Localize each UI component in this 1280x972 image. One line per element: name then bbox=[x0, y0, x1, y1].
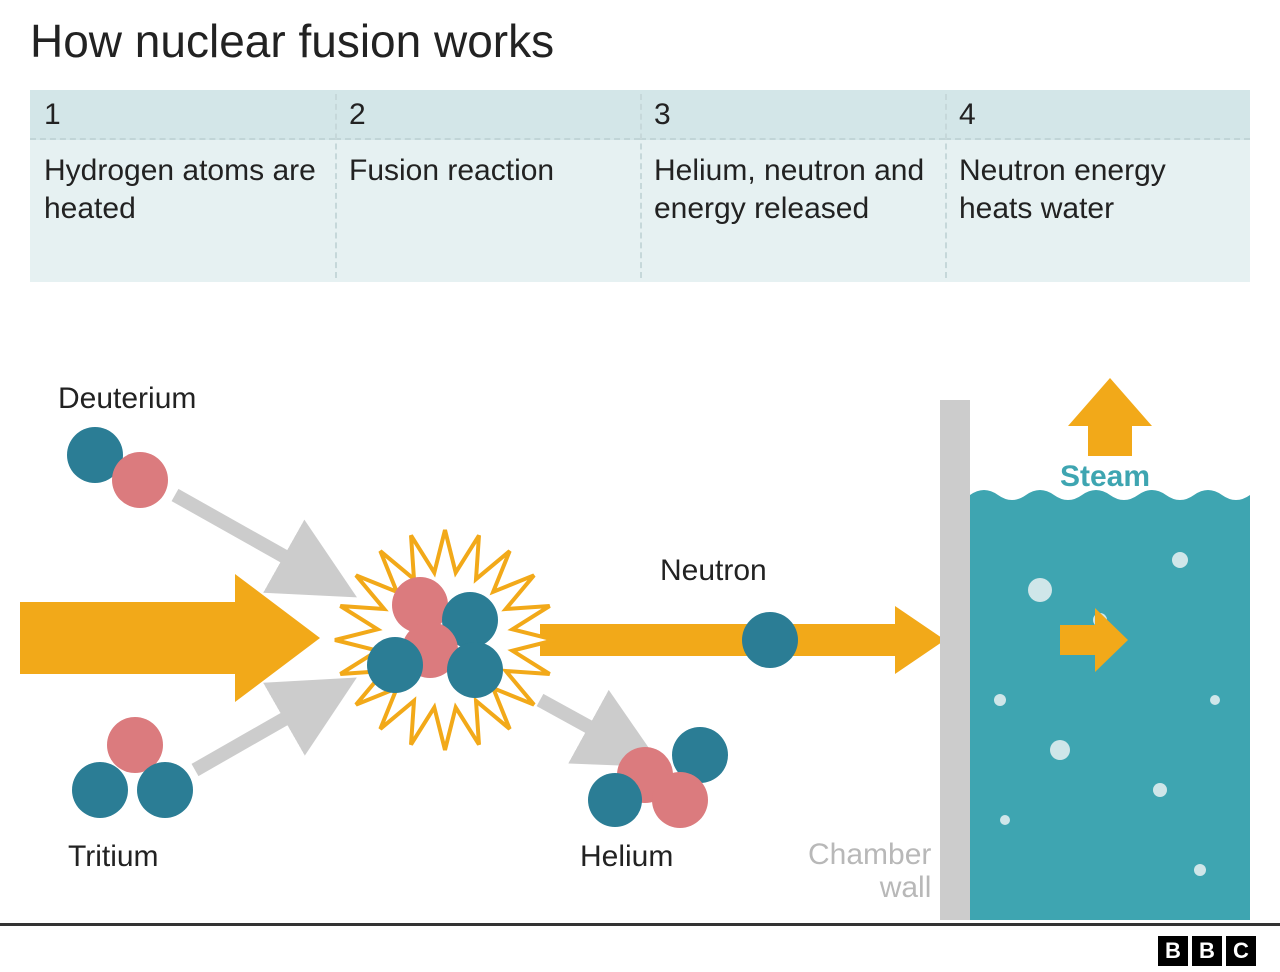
neutron-label: Neutron bbox=[660, 554, 767, 588]
step-2-desc: Fusion reaction bbox=[335, 140, 640, 282]
heat-energy-label: Heat energy bbox=[30, 620, 193, 654]
water-label: Water bbox=[1070, 870, 1152, 904]
chamber-wall-text: Chamberwall bbox=[808, 838, 931, 904]
step-2-num: 2 bbox=[335, 90, 640, 140]
infographic-container: How nuclear fusion works 1 Hydrogen atom… bbox=[0, 0, 1280, 972]
bottom-rule bbox=[0, 923, 1280, 926]
logo-letter-b1: B bbox=[1158, 936, 1188, 966]
step-3: 3 Helium, neutron and energy released bbox=[640, 90, 945, 282]
step-1-num: 1 bbox=[30, 90, 335, 140]
heat-label: Heat bbox=[988, 620, 1051, 654]
step-1: 1 Hydrogen atoms are heated bbox=[30, 90, 335, 282]
steps-table: 1 Hydrogen atoms are heated 2 Fusion rea… bbox=[30, 90, 1250, 282]
page-title: How nuclear fusion works bbox=[30, 14, 554, 68]
deuterium-label: Deuterium bbox=[58, 382, 196, 416]
step-2: 2 Fusion reaction bbox=[335, 90, 640, 282]
bbc-logo: B B C bbox=[1158, 936, 1256, 966]
logo-letter-c: C bbox=[1226, 936, 1256, 966]
step-3-desc: Helium, neutron and energy released bbox=[640, 140, 945, 282]
tritium-label: Tritium bbox=[68, 840, 159, 874]
step-4-desc: Neutron energy heats water bbox=[945, 140, 1250, 282]
logo-letter-b2: B bbox=[1192, 936, 1222, 966]
step-1-desc: Hydrogen atoms are heated bbox=[30, 140, 335, 282]
helium-label: Helium bbox=[580, 840, 673, 874]
steam-label: Steam bbox=[1060, 460, 1150, 494]
step-3-num: 3 bbox=[640, 90, 945, 140]
step-4-num: 4 bbox=[945, 90, 1250, 140]
chamber-wall-label: Chamberwall bbox=[808, 838, 931, 904]
step-4: 4 Neutron energy heats water bbox=[945, 90, 1250, 282]
